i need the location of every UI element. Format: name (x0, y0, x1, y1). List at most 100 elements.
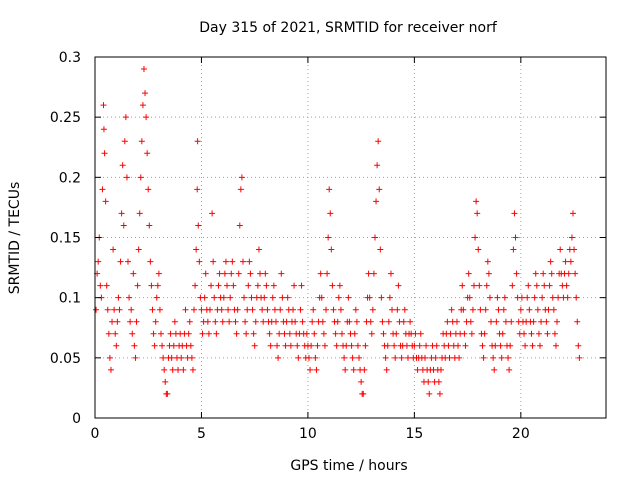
data-point (554, 318, 561, 325)
data-point (352, 306, 359, 313)
data-point (242, 318, 249, 325)
x-tick-label: 10 (299, 426, 317, 442)
data-point (137, 174, 144, 181)
data-point (269, 294, 276, 301)
data-point (518, 294, 525, 301)
data-point (470, 282, 477, 289)
data-point (186, 318, 193, 325)
data-point (502, 318, 509, 325)
data-point (549, 294, 556, 301)
data-point (193, 246, 200, 253)
data-point (533, 282, 540, 289)
data-point (282, 342, 289, 349)
data-point (97, 282, 104, 289)
data-point (119, 162, 126, 169)
data-point (444, 318, 451, 325)
data-point (188, 354, 195, 361)
y-tick-label: 0.15 (50, 231, 81, 247)
data-point (155, 270, 162, 277)
data-point (557, 246, 564, 253)
data-point (392, 354, 399, 361)
data-point (239, 258, 246, 265)
data-point (358, 378, 365, 385)
data-point (106, 354, 113, 361)
data-point (483, 282, 490, 289)
data-point (303, 330, 310, 337)
y-tick-labels: 0 0.05 0.1 0.15 0.2 0.25 0.3 (50, 50, 81, 427)
data-point (195, 222, 202, 229)
data-point (445, 342, 452, 349)
data-point (246, 258, 253, 265)
data-point (501, 294, 508, 301)
data-point (422, 354, 429, 361)
data-point (513, 270, 520, 277)
data-point (93, 306, 100, 313)
data-point (235, 270, 242, 277)
chart-title: Day 315 of 2021, SRMTID for receiver nor… (199, 20, 498, 36)
data-point (574, 318, 581, 325)
data-point (283, 318, 290, 325)
data-point (148, 282, 155, 289)
x-tick-label: 20 (512, 426, 530, 442)
data-point (477, 306, 484, 313)
data-point (482, 306, 489, 313)
data-point (343, 342, 350, 349)
data-point (319, 318, 326, 325)
data-point (131, 342, 138, 349)
data-point (326, 186, 333, 193)
data-point (170, 342, 177, 349)
data-point (111, 306, 118, 313)
data-point (266, 330, 273, 337)
data-point (329, 282, 336, 289)
data-point (497, 342, 504, 349)
data-point (100, 126, 107, 133)
data-point (448, 306, 455, 313)
data-point (368, 330, 375, 337)
data-point (167, 330, 174, 337)
data-point (126, 294, 133, 301)
data-point (361, 366, 368, 373)
data-point (562, 258, 569, 265)
data-point (236, 222, 243, 229)
data-point (169, 366, 176, 373)
data-point (506, 366, 513, 373)
data-point (362, 342, 369, 349)
data-point (495, 306, 502, 313)
data-point (334, 318, 341, 325)
data-point (479, 342, 486, 349)
data-point (260, 318, 267, 325)
data-point (154, 282, 161, 289)
data-point (102, 198, 109, 205)
data-point (505, 354, 512, 361)
data-point (544, 330, 551, 337)
data-point (499, 330, 506, 337)
data-point (247, 270, 254, 277)
data-point (274, 342, 281, 349)
data-point (182, 306, 189, 313)
data-point (465, 270, 472, 277)
data-point (404, 354, 411, 361)
data-point (367, 318, 374, 325)
data-point (251, 342, 258, 349)
data-point (455, 342, 462, 349)
data-point (342, 366, 349, 373)
data-point (346, 318, 353, 325)
data-point (525, 282, 532, 289)
data-point (473, 198, 480, 205)
data-point (571, 246, 578, 253)
data-point (140, 66, 147, 73)
data-point (290, 306, 297, 313)
data-point (369, 306, 376, 313)
data-point (535, 330, 542, 337)
data-point (276, 330, 283, 337)
data-point (115, 294, 122, 301)
data-point (103, 282, 110, 289)
data-point (436, 390, 443, 397)
data-point (360, 390, 367, 397)
data-point (365, 270, 372, 277)
data-point (286, 330, 293, 337)
data-point (152, 318, 159, 325)
data-point (332, 330, 339, 337)
data-point (317, 270, 324, 277)
data-point (374, 162, 381, 169)
